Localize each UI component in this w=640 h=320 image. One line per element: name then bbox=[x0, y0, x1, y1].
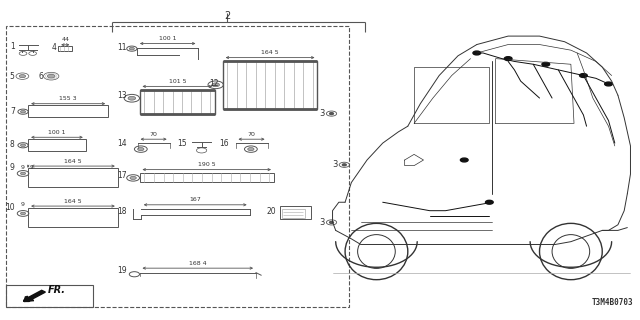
Text: 18: 18 bbox=[117, 207, 127, 216]
Circle shape bbox=[342, 164, 346, 166]
Ellipse shape bbox=[358, 235, 396, 268]
Text: 9: 9 bbox=[10, 163, 15, 172]
Text: 9: 9 bbox=[30, 165, 33, 170]
Circle shape bbox=[248, 148, 254, 151]
Text: 19: 19 bbox=[117, 266, 127, 275]
Circle shape bbox=[129, 47, 134, 50]
Circle shape bbox=[504, 57, 512, 60]
Text: 70: 70 bbox=[150, 132, 157, 137]
Text: FR.: FR. bbox=[48, 285, 66, 295]
Text: 20: 20 bbox=[267, 207, 276, 216]
Text: 6: 6 bbox=[38, 72, 44, 81]
Ellipse shape bbox=[552, 235, 589, 268]
Text: 2: 2 bbox=[224, 11, 230, 21]
Circle shape bbox=[473, 51, 481, 55]
Circle shape bbox=[138, 148, 144, 151]
Text: 44: 44 bbox=[61, 37, 69, 42]
Text: 190 5: 190 5 bbox=[198, 162, 216, 167]
Text: 168 4: 168 4 bbox=[189, 260, 207, 266]
Bar bbox=[6, 285, 93, 307]
Circle shape bbox=[47, 74, 55, 78]
Bar bbox=[140, 173, 274, 182]
Text: 167: 167 bbox=[189, 197, 201, 202]
Bar bbox=[6, 26, 349, 307]
Bar bbox=[28, 139, 86, 151]
Bar bbox=[282, 209, 305, 218]
Bar bbox=[28, 105, 108, 117]
Text: 155 3: 155 3 bbox=[60, 96, 77, 101]
Circle shape bbox=[330, 113, 333, 115]
Text: T3M4B0703: T3M4B0703 bbox=[592, 298, 634, 307]
Text: 17: 17 bbox=[117, 172, 127, 180]
Text: 4: 4 bbox=[51, 44, 56, 52]
Circle shape bbox=[130, 176, 136, 180]
Bar bbox=[28, 168, 118, 187]
Text: 101 5: 101 5 bbox=[168, 79, 186, 84]
Circle shape bbox=[605, 82, 612, 86]
Text: 9: 9 bbox=[21, 202, 25, 207]
Text: 164 5: 164 5 bbox=[64, 158, 82, 164]
Bar bbox=[28, 208, 118, 227]
Text: 70: 70 bbox=[248, 132, 255, 137]
Text: 1: 1 bbox=[10, 42, 15, 51]
Circle shape bbox=[19, 75, 26, 78]
Circle shape bbox=[580, 74, 588, 77]
Text: 9: 9 bbox=[21, 164, 25, 170]
Circle shape bbox=[20, 110, 26, 113]
Circle shape bbox=[212, 83, 220, 87]
Text: 100 1: 100 1 bbox=[48, 130, 66, 135]
Circle shape bbox=[128, 96, 136, 100]
Circle shape bbox=[20, 212, 26, 215]
Circle shape bbox=[20, 144, 26, 147]
Text: 15: 15 bbox=[177, 139, 187, 148]
Bar bbox=[58, 46, 72, 51]
Text: 5: 5 bbox=[10, 72, 15, 81]
Text: 3: 3 bbox=[320, 218, 325, 227]
Circle shape bbox=[486, 200, 493, 204]
Text: 164 5: 164 5 bbox=[261, 50, 279, 55]
Text: 11: 11 bbox=[117, 44, 127, 52]
Text: 13: 13 bbox=[117, 92, 127, 100]
Text: 8: 8 bbox=[10, 140, 15, 149]
Circle shape bbox=[542, 62, 550, 66]
Bar bbox=[280, 206, 311, 219]
Text: 3: 3 bbox=[333, 160, 338, 169]
Text: 10: 10 bbox=[5, 204, 15, 212]
Circle shape bbox=[330, 221, 333, 223]
Text: 16: 16 bbox=[220, 139, 229, 148]
Text: 100 1: 100 1 bbox=[159, 36, 177, 41]
Circle shape bbox=[20, 172, 26, 175]
Text: 14: 14 bbox=[117, 139, 127, 148]
Circle shape bbox=[460, 158, 468, 162]
Text: 164 5: 164 5 bbox=[64, 198, 82, 204]
Text: 3: 3 bbox=[320, 109, 325, 118]
Text: 7: 7 bbox=[10, 107, 15, 116]
Bar bbox=[223, 61, 317, 109]
Text: 12: 12 bbox=[209, 79, 219, 88]
FancyArrow shape bbox=[24, 290, 45, 301]
Bar bbox=[140, 90, 215, 114]
